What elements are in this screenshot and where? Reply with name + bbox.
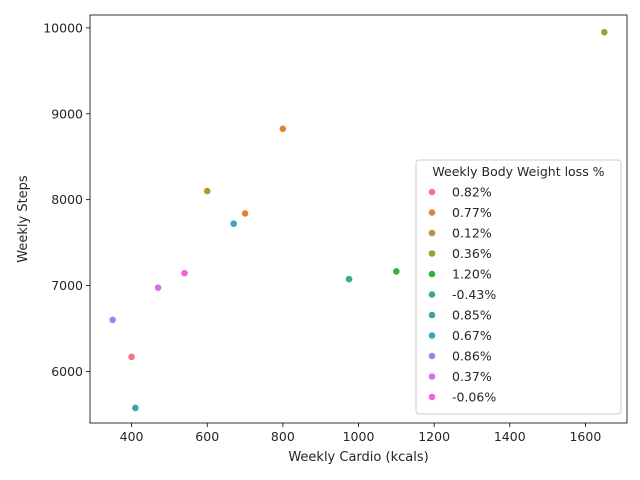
data-point: [131, 404, 140, 412]
data-point: [127, 352, 136, 361]
data-point: [278, 124, 287, 133]
plot-frame: [89, 14, 628, 424]
data-point: [154, 283, 162, 292]
x-axis-label: Weekly Cardio (kcals): [288, 450, 428, 465]
legend-label: 0.12%: [452, 226, 492, 241]
data-point: [203, 187, 212, 195]
legend-marker: [428, 393, 436, 401]
x-tick-label: 1000: [343, 429, 375, 444]
legend-marker: [428, 311, 436, 319]
legend-title: Weekly Body Weight loss %: [432, 164, 604, 179]
legend-items: 0.82% 0.77% 0.12% 0.36% 1.20% -0.43% 0.85% 0.67…: [428, 185, 496, 405]
legend-label: -0.06%: [452, 390, 496, 405]
legend-label: 0.86%: [452, 349, 492, 364]
y-tick-label: 9000: [51, 106, 83, 121]
ticks-layer: 400 600 800 1000 1200 1400 1600 6000 7000 8000 900…: [43, 20, 601, 444]
legend-label: 0.82%: [452, 185, 492, 200]
y-axis-label: Weekly Steps: [16, 175, 31, 263]
x-tick-label: 800: [271, 429, 295, 444]
legend-marker: [428, 290, 436, 299]
legend-label: 0.36%: [452, 246, 492, 261]
legend-box: [415, 159, 622, 415]
x-tick-label: 600: [195, 429, 219, 444]
x-tick-label: 400: [120, 429, 144, 444]
data-point: [345, 275, 353, 284]
legend-marker: [428, 188, 436, 196]
legend-label: 0.77%: [452, 205, 492, 220]
legend-label: -0.43%: [452, 287, 496, 302]
data-point: [180, 269, 189, 278]
y-tick-label: 10000: [43, 20, 83, 35]
x-tick-label: 1200: [418, 429, 450, 444]
legend-marker: [428, 249, 436, 258]
legend-label: 0.85%: [452, 308, 492, 323]
data-point: [229, 219, 238, 228]
legend-marker: [428, 208, 436, 217]
data-point: [392, 267, 401, 276]
data-point: [108, 316, 117, 324]
x-tick-label: 1600: [569, 429, 601, 444]
points-layer: [108, 28, 609, 412]
legend-label: 0.37%: [452, 369, 492, 384]
legend-marker: [428, 331, 436, 340]
data-point: [600, 28, 609, 37]
data-point: [241, 209, 249, 218]
legend-marker: [428, 229, 436, 237]
y-tick-label: 6000: [51, 364, 83, 379]
x-tick-label: 1400: [494, 429, 526, 444]
y-tick-label: 7000: [51, 278, 83, 293]
legend-label: 0.67%: [452, 328, 492, 343]
legend: Weekly Body Weight loss % 0.82% 0.77% 0.12…: [415, 159, 622, 415]
legend-label: 1.20%: [452, 267, 492, 282]
y-tick-label: 8000: [51, 192, 83, 207]
legend-marker: [428, 372, 436, 381]
legend-marker: [428, 270, 436, 278]
legend-marker: [428, 352, 436, 360]
